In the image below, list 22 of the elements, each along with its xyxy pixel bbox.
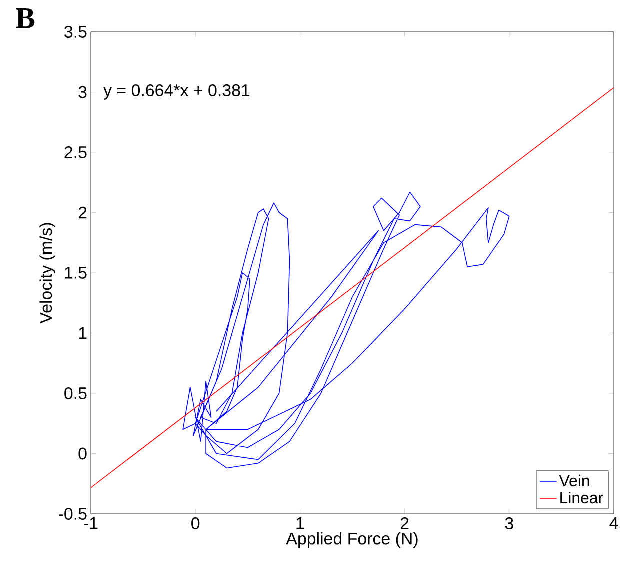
y-tick-label: 2	[78, 206, 87, 219]
x-tick-label: 1	[296, 518, 304, 530]
legend-label: Linear	[560, 492, 604, 504]
legend-label: Vein	[559, 474, 590, 487]
y-tick-label: 1.5	[65, 267, 87, 279]
y-tick-label: 3	[78, 86, 87, 98]
y-tick-label: 3.5	[64, 26, 87, 38]
y-tick-label: 2.5	[64, 146, 87, 158]
y-tick-label: -0.5	[59, 508, 87, 520]
x-tick-label: 3	[505, 518, 514, 530]
annotation: y = 0.664*x + 0.381	[104, 84, 250, 100]
x-axis-title: Applied Force (N)	[286, 532, 418, 548]
line-series	[182, 192, 510, 469]
text: B	[16, 8, 35, 28]
y-axis-title: Velocity (m/s)	[40, 223, 56, 324]
x-tick-label: -1	[84, 518, 98, 530]
x-tick-label: 0	[192, 518, 200, 530]
y-tick-label: 1	[79, 327, 87, 340]
y-tick-label: 0.5	[64, 388, 87, 400]
x-tick-label: 4	[610, 518, 618, 530]
y-tick-label: 0	[78, 448, 87, 460]
x-tick-label: 2	[400, 518, 409, 530]
